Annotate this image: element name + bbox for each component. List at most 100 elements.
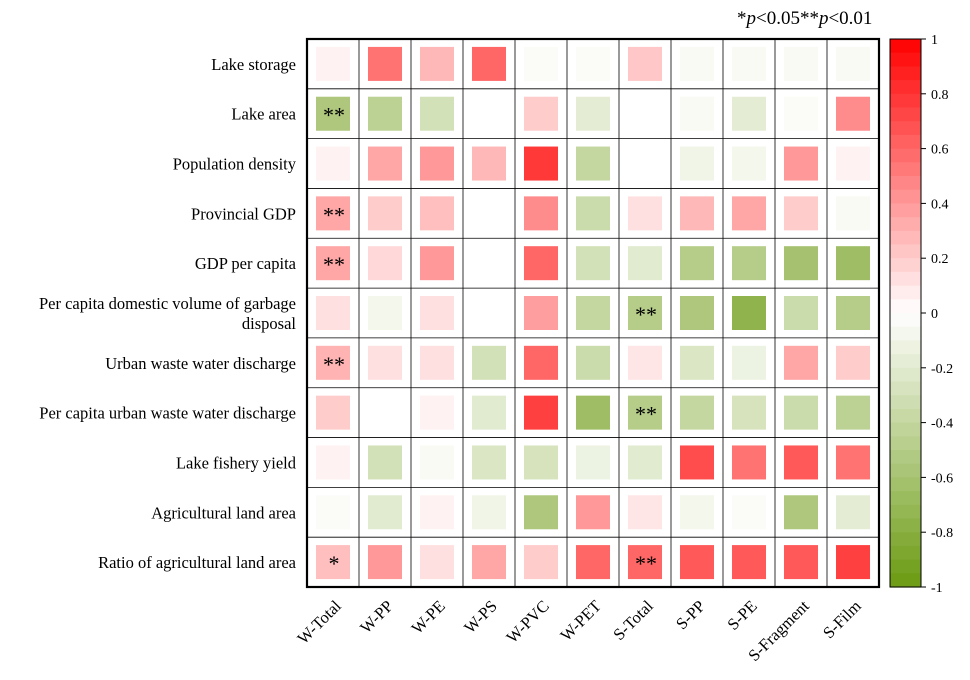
heatmap-cell-ratio-of-agricultural-land-area-w-pvc [524, 545, 558, 580]
heatmap-cell-urban-waste-water-discharge-s-pp [680, 345, 714, 380]
heatmap-cell-population-density-w-ps [472, 146, 506, 181]
threshold-001: <0.01 [828, 8, 873, 29]
heatmap-cell-gdp-per-capita-s-pe [732, 246, 766, 281]
heatmap-cell-per-capita-domestic-volume-of-garbage-disposal-w-total [316, 296, 350, 330]
heatmap-cell-lake-area-s-pe [732, 96, 766, 131]
heatmap-cell-agricultural-land-area-w-ps [472, 495, 506, 530]
colorbar-segment [890, 66, 921, 81]
heatmap-cell-lake-fishery-yield-s-total [628, 445, 662, 480]
colorbar-segment [890, 162, 921, 177]
heatmap-cell-lake-fishery-yield-s-pe [732, 445, 766, 480]
heatmap-cell-per-capita-urban-waste-water-discharge-w-ps [472, 395, 506, 430]
column-label-s-total: S-Total [609, 596, 657, 644]
row-label-population-density: Population density [173, 155, 297, 174]
p-symbol: p [746, 8, 757, 29]
heatmap-cell-provincial-gdp-w-pvc [524, 196, 558, 231]
colorbar-segment [890, 52, 921, 67]
heatmap-cell-urban-waste-water-discharge-w-total [316, 345, 350, 380]
threshold-005: <0.05 [756, 8, 800, 29]
row-label-agricultural-land-area: Agricultural land area [151, 503, 296, 522]
row-labels: Lake storage Lake area Population density P… [39, 55, 297, 572]
heatmap-cell-provincial-gdp-s-total [628, 196, 662, 231]
heatmap-cell-agricultural-land-area-w-pp [368, 495, 402, 530]
heatmap-cell-lake-area-s-film [836, 96, 870, 131]
heatmap-cell-lake-storage-s-pp [680, 46, 714, 81]
heatmap-cell-ratio-of-agricultural-land-area-s-pe [732, 545, 766, 580]
colorbar-segment [890, 340, 921, 355]
heatmap-cell-population-density-s-pe [732, 146, 766, 181]
column-label-w-pvc: W-PVC [502, 596, 552, 646]
heatmap-cell-urban-waste-water-discharge-s-total [628, 345, 662, 380]
heatmap-cell-provincial-gdp-w-pp [368, 196, 402, 231]
colorbar-segment [890, 395, 921, 410]
heatmap-cell-per-capita-domestic-volume-of-garbage-disposal-s-fragment [784, 296, 818, 330]
column-label-w-pp: W-PP [356, 596, 397, 637]
row-label-lake-fishery-yield: Lake fishery yield [176, 453, 297, 472]
heatmap-cell-urban-waste-water-discharge-w-pe [420, 345, 454, 380]
heatmap-cell-agricultural-land-area-s-fragment [784, 495, 818, 530]
significance-marker: ** [323, 252, 345, 277]
heatmap-cell-provincial-gdp-s-pp [680, 196, 714, 231]
column-labels: W-Total W-PP W-PE W-PS W-PVC W-PET S-Total S-PP… [293, 596, 865, 665]
heatmap-cell-population-density-w-pet [576, 146, 610, 181]
colorbar: 1 0.8 0.6 0.4 0.2 0 -0.2 -0.4 -0.6 -0.8 -1 [889, 33, 953, 596]
heatmap-cell-ratio-of-agricultural-land-area-w-ps [472, 545, 506, 580]
colorbar-segment [890, 244, 921, 259]
heatmap-cell-lake-storage-w-pe [420, 46, 454, 81]
row-label-ratio-of-agricultural-land-area: Ratio of agricultural land area [98, 553, 297, 572]
colorbar-tick-label: -1 [931, 581, 943, 596]
heatmap-cell-lake-area-s-pp [680, 96, 714, 131]
colorbar-segment [890, 518, 921, 533]
heatmap-cell-lake-area-w-pvc [524, 96, 558, 131]
colorbar-tick-label: -0.6 [931, 471, 953, 486]
heatmap-cell-agricultural-land-area-s-pe [732, 495, 766, 530]
colorbar-segment [890, 545, 921, 561]
heatmap-cell-ratio-of-agricultural-land-area-w-pet [576, 545, 610, 580]
significance-marker: ** [635, 302, 657, 327]
row-label-per-capita-domestic-volume-of-garbage-disposal: disposal [242, 314, 297, 333]
heatmap-cell-gdp-per-capita-s-total [628, 246, 662, 281]
colorbar-segment [890, 93, 921, 109]
heatmap-cell-provincial-gdp-s-film [836, 196, 870, 231]
colorbar-segment [890, 39, 921, 54]
colorbar-segment [890, 107, 921, 122]
colorbar-tick-label: -0.2 [931, 362, 953, 377]
significance-note: *p<0.05**p<0.01 [737, 8, 937, 30]
heatmap-cell-population-density-w-pp [368, 146, 402, 181]
colorbar-segment [890, 230, 921, 246]
heatmap-cell-agricultural-land-area-w-pet [576, 495, 610, 530]
heatmap-cell-provincial-gdp-w-pet [576, 196, 610, 231]
heatmap-cell-lake-area-w-pet [576, 96, 610, 131]
heatmap-cell-per-capita-domestic-volume-of-garbage-disposal-w-pe [420, 296, 454, 330]
heatmap-cell-population-density-s-fragment [784, 146, 818, 181]
heatmap-cell-lake-storage-s-total [628, 46, 662, 81]
heatmap-cell-ratio-of-agricultural-land-area-w-pp [368, 545, 402, 580]
heatmap-cell-per-capita-urban-waste-water-discharge-w-pvc [524, 395, 558, 430]
column-label-w-total: W-Total [293, 596, 345, 648]
heatmap-cell-per-capita-domestic-volume-of-garbage-disposal-s-pe [732, 296, 766, 330]
significance-marker: ** [635, 402, 657, 427]
heatmap-cell-lake-area-w-pp [368, 96, 402, 131]
heatmap-cell-per-capita-domestic-volume-of-garbage-disposal-w-pvc [524, 296, 558, 330]
heatmap-cell-lake-storage-s-fragment [784, 46, 818, 81]
heatmap-cell-agricultural-land-area-s-pp [680, 495, 714, 530]
colorbar-segment [890, 121, 921, 136]
heatmap-cell-ratio-of-agricultural-land-area-s-film [836, 545, 870, 580]
colorbar-tick-label: 0 [931, 307, 938, 322]
heatmap-cell-population-density-w-pe [420, 146, 454, 181]
colorbar-segment [890, 408, 921, 424]
heatmap-cell-lake-storage-w-pet [576, 46, 610, 81]
colorbar-segment [890, 299, 921, 314]
colorbar-segment [890, 450, 921, 465]
colorbar-tick-label: 1 [931, 33, 938, 48]
p-symbol: p [818, 8, 829, 29]
row-label-per-capita-urban-waste-water-discharge: Per capita urban waste water discharge [39, 404, 296, 423]
heatmap-cell-gdp-per-capita-w-pe [420, 246, 454, 281]
colorbar-tick-label: -0.8 [931, 526, 953, 541]
heatmap-cell-ratio-of-agricultural-land-area-w-total [316, 545, 350, 580]
colorbar-segment [890, 189, 921, 204]
heatmap-cell-provincial-gdp-w-total [316, 196, 350, 231]
one-star-marker: * [737, 8, 747, 29]
colorbar-segment [890, 80, 921, 95]
heatmap-cell-per-capita-domestic-volume-of-garbage-disposal-s-film [836, 296, 870, 330]
